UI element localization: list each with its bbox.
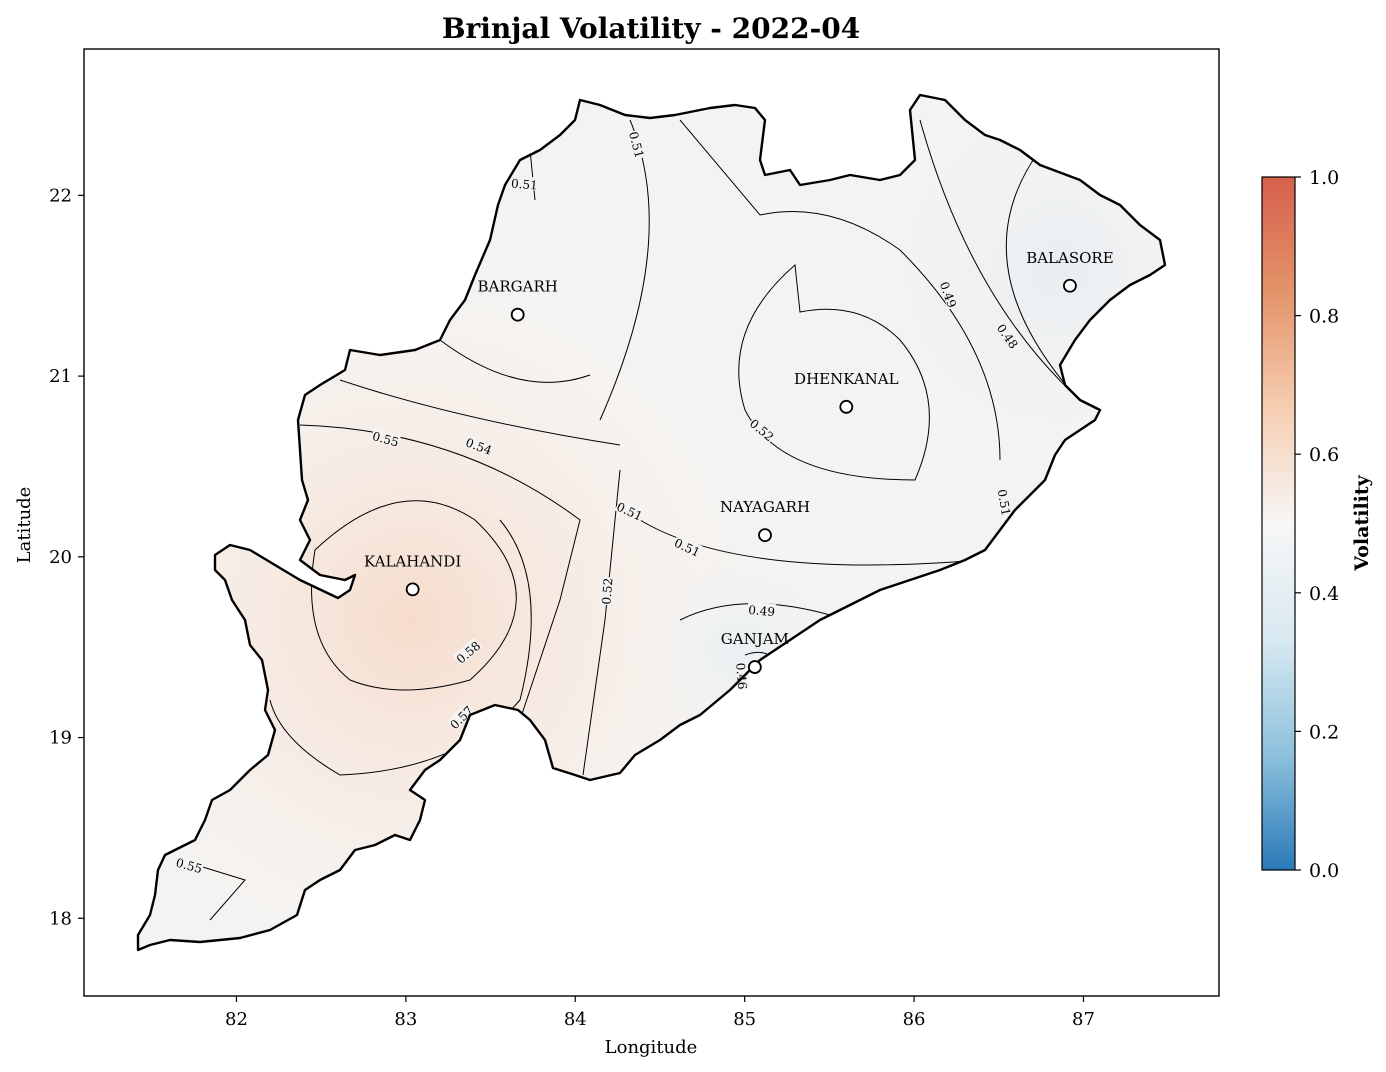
colorbar-tick-label: 0.6 <box>1309 444 1339 466</box>
contour-051-small <box>529 149 536 201</box>
district-label: KALAHANDI <box>364 552 461 570</box>
x-axis-ticks: 82 83 84 85 86 87 <box>225 996 1095 1030</box>
colorbar-ticks: 0.0 0.2 0.4 0.6 0.8 1.0 <box>1295 167 1339 882</box>
contour-048 <box>1005 149 1071 391</box>
x-axis-label: Longitude <box>605 1037 698 1058</box>
district-marker <box>758 528 772 543</box>
contour-label-bg <box>747 601 777 618</box>
colorbar-tick-label: 0.4 <box>1309 583 1339 605</box>
contour-054 <box>339 379 621 446</box>
contour-label-bg <box>446 702 476 732</box>
contour-051-east <box>679 119 1001 461</box>
contour-label: 0.55 <box>174 856 203 876</box>
district-marker <box>839 399 854 414</box>
colorbar-tick-label: 0.0 <box>1309 860 1339 882</box>
contour-label: 0.55 <box>371 429 400 449</box>
y-tick-label: 21 <box>49 366 72 387</box>
contour-label-bg <box>938 278 961 310</box>
district-marker <box>1063 278 1077 293</box>
y-tick-label: 18 <box>49 908 72 929</box>
district-label: GANJAM <box>721 630 789 648</box>
y-tick-label: 19 <box>49 728 72 749</box>
x-tick-label: 86 <box>903 1009 926 1030</box>
x-tick-label: 87 <box>1072 1009 1095 1030</box>
contour-052-dhenkanal <box>738 263 930 481</box>
x-tick-label: 84 <box>564 1009 587 1030</box>
y-tick-label: 20 <box>49 547 72 568</box>
contour-label-bg <box>174 854 205 875</box>
x-tick-label: 83 <box>394 1009 417 1030</box>
contour-label-bg <box>370 428 402 448</box>
contour-label: 0.49 <box>748 603 776 619</box>
contour-label-bg <box>452 637 483 666</box>
district-marker <box>405 582 420 597</box>
contour-label-bg <box>996 487 1015 518</box>
contour-label-bg <box>995 320 1022 351</box>
chart-title: Brinjal Volatility - 2022-04 <box>442 12 860 45</box>
contour-label: 0.51 <box>626 130 646 159</box>
contour-049 <box>919 119 1081 401</box>
contour-label-bg <box>463 434 495 457</box>
district-marker <box>510 307 525 322</box>
colorbar-bar <box>1261 176 1296 871</box>
district-label: DHENKANAL <box>794 370 899 388</box>
colorbar: 0.0 0.2 0.4 0.6 0.8 1.0 Volatility <box>1261 167 1373 882</box>
colorbar-label: Volatility <box>1351 474 1373 571</box>
colorbar-tick-label: 1.0 <box>1309 167 1339 189</box>
district-label: BARGARH <box>477 278 557 296</box>
contour-label-bg <box>614 498 646 523</box>
contour-label-bg <box>672 534 704 559</box>
contour-label: 0.52 <box>599 577 615 605</box>
contour-label: 0.51 <box>511 176 539 192</box>
district-markers: BARGARH BALASORE DHENKANAL NAYAGARH KALAHAND… <box>364 249 1114 674</box>
x-tick-label: 85 <box>733 1009 756 1030</box>
contour-049-ganjam <box>679 603 831 621</box>
y-axis-ticks: 18 19 20 21 22 <box>49 185 84 929</box>
district-marker <box>747 660 762 674</box>
contour-label-bg <box>510 175 540 191</box>
y-tick-label: 22 <box>49 185 72 206</box>
colorbar-tick-label: 0.8 <box>1309 306 1339 328</box>
contour-label-bg <box>598 576 614 606</box>
contour-label-bg <box>627 129 648 160</box>
contour-label: 0.51 <box>995 488 1013 517</box>
x-tick-label: 82 <box>225 1009 248 1030</box>
odisha-boundary <box>136 93 1167 952</box>
contour-055 <box>299 424 581 721</box>
district-label: NAYAGARH <box>720 498 810 516</box>
contour-051-nayagarh <box>639 519 981 566</box>
colorbar-tick-label: 0.2 <box>1309 721 1339 743</box>
y-axis-label: Latitude <box>14 487 35 564</box>
contour-051-bargarh <box>439 339 591 383</box>
contour-058 <box>311 500 517 691</box>
district-label: BALASORE <box>1026 249 1113 267</box>
contour-label-bg <box>747 415 778 444</box>
contour-052 <box>582 469 621 776</box>
